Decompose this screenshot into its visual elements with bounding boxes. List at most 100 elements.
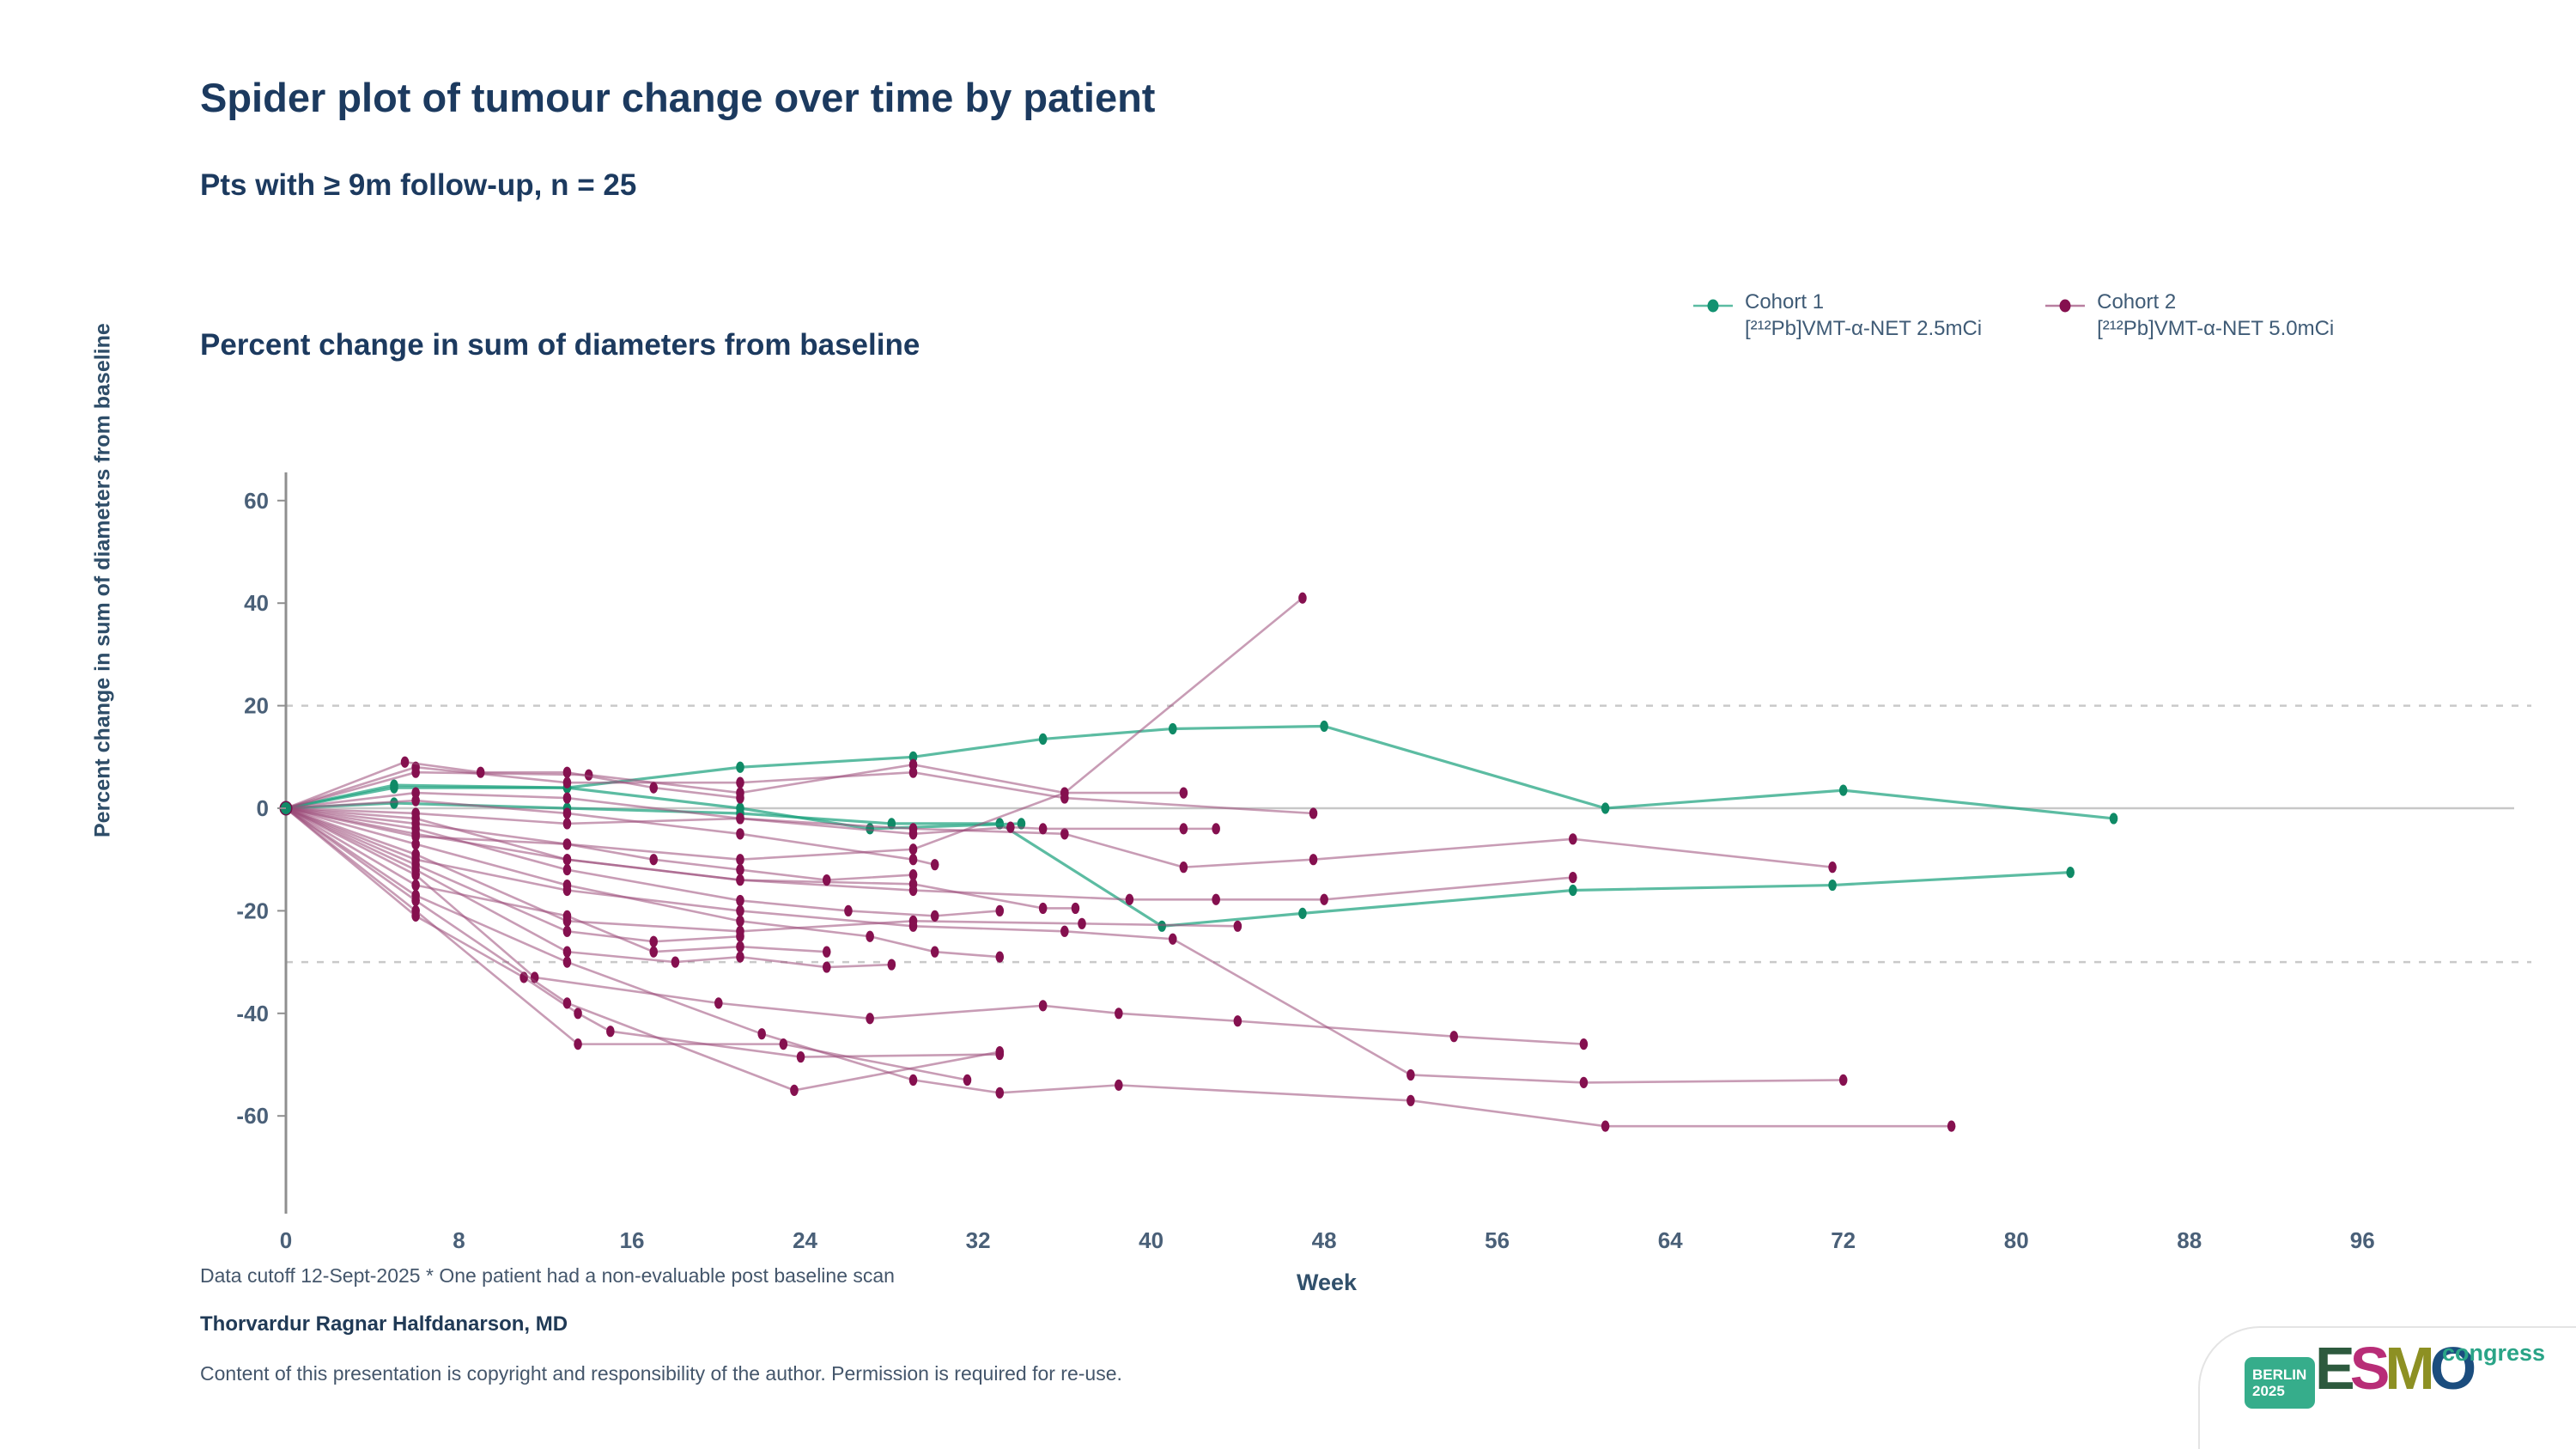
data-point-C2-P9: [574, 1008, 582, 1020]
data-point-C1-P2: [390, 797, 398, 809]
data-point-C2-P18: [908, 854, 918, 866]
data-point-C2-P8: [736, 904, 744, 916]
y-tick-label: -20: [236, 898, 269, 923]
data-point-C2-P5: [1569, 871, 1577, 884]
data-point-C2-P3: [1060, 792, 1069, 804]
tick-layer: 60 40 20 0 -20 -40 -60 0 8 16 24 32 40 48 56 64 72 80 88 96: [236, 488, 2374, 1253]
data-point-C2-P1: [1298, 592, 1307, 604]
data-point-C2-P3: [562, 776, 572, 788]
data-point-C2-P14: [908, 828, 918, 840]
data-point-C2-P17: [822, 961, 831, 973]
cohort-2-marker-icon: [2045, 299, 2086, 313]
data-point-C2-P21: [400, 756, 410, 768]
data-point-C2-P13: [562, 854, 572, 866]
series-layer: [279, 592, 2118, 1132]
cohort-2-name: Cohort 2: [2097, 290, 2177, 314]
data-point-C2-P14: [736, 813, 744, 825]
data-point-C2-P15: [844, 904, 853, 916]
chart-legend: Cohort 1 [²¹²Pb]VMT-α-NET 2.5mCi Cohort …: [1693, 289, 2334, 342]
data-point-C2-P13: [1071, 902, 1080, 915]
data-point-C1-P1: [1168, 722, 1177, 735]
data-point-C2-P5: [1212, 893, 1220, 905]
data-point-C2-P21: [476, 766, 485, 778]
data-point-C2-P19: [649, 946, 659, 958]
legend-item-cohort-2: Cohort 2 [²¹²Pb]VMT-α-NET 5.0mCi: [2045, 289, 2334, 342]
data-point-C2-P15: [930, 910, 939, 922]
data-point-C2-P1: [736, 854, 744, 866]
esmo-congress-logo: BERLIN 2025 ESMO congress: [2198, 1326, 2576, 1449]
data-point-C2-P20: [562, 838, 572, 850]
data-point-C2-P14: [1212, 823, 1220, 835]
x-tick-label: 72: [1831, 1227, 1856, 1253]
x-tick-label: 64: [1658, 1227, 1683, 1253]
data-point-C2-P7: [995, 1087, 1005, 1099]
data-point-C2-P16: [736, 915, 744, 927]
data-point-C2-P19: [562, 910, 572, 922]
x-tick-label: 16: [620, 1227, 645, 1253]
x-tick-label: 24: [793, 1227, 817, 1253]
patient-line-C2-P7: [285, 807, 1952, 1128]
logo-congress-text: congress: [2442, 1340, 2546, 1366]
data-point-C2-P1: [908, 843, 918, 855]
data-point-C1-P2: [2066, 867, 2075, 879]
data-point-C2-P17: [736, 951, 744, 963]
data-point-C2-P6: [1449, 1031, 1459, 1043]
legend-label-cohort-1: Cohort 1 [²¹²Pb]VMT-α-NET 2.5mCi: [1745, 289, 1982, 342]
data-point-C2-P8: [1060, 925, 1069, 937]
data-point-C2-P6: [1233, 1015, 1242, 1027]
data-point-C2-P22: [562, 925, 572, 937]
x-tick-label: 88: [2177, 1227, 2202, 1253]
data-point-C2-P6: [866, 1013, 874, 1025]
data-point-C2-P16: [866, 930, 874, 942]
y-tick-label: 0: [257, 795, 269, 821]
patient-line-C2-P1: [285, 597, 1303, 861]
logo-berlin-badge: BERLIN 2025: [2245, 1357, 2315, 1409]
x-tick-label: 80: [2004, 1227, 2029, 1253]
data-point-C2-P19: [411, 879, 420, 892]
patient-line-C2-P4: [285, 807, 1833, 868]
x-tick-label: 48: [1312, 1227, 1337, 1253]
data-point-C1-P1: [1320, 720, 1328, 733]
data-point-C2-P7: [1406, 1094, 1415, 1106]
data-point-C2-P4: [1309, 854, 1318, 866]
data-point-C2-P10: [779, 1038, 788, 1050]
data-point-C2-P13: [1038, 902, 1048, 915]
author-name: Thorvardur Ragnar Halfdanarson, MD: [200, 1312, 568, 1336]
data-point-C2-P2: [584, 769, 593, 781]
data-point-C2-P10: [963, 1074, 972, 1087]
slide-subtitle: Pts with ≥ 9m follow-up, n = 25: [200, 168, 637, 202]
data-point-C2-P18: [411, 795, 420, 807]
data-point-C2-P5: [1125, 893, 1134, 905]
patient-line-C2-P19: [285, 807, 827, 953]
data-point-C2-P20: [908, 869, 918, 881]
data-point-C2-P21: [562, 766, 572, 778]
data-point-C2-P10: [411, 904, 420, 916]
data-point-C2-P4: [1828, 861, 1837, 874]
data-point-C2-P2: [1179, 787, 1188, 799]
data-point-C2-P14: [562, 792, 572, 804]
logo-venue: BERLIN: [2252, 1367, 2307, 1383]
x-tick-label: 56: [1485, 1227, 1510, 1253]
logo-letter-O: O: [2429, 1335, 2477, 1402]
data-point-C1-P3: [1017, 818, 1026, 830]
data-point-C2-P10: [574, 1038, 582, 1050]
data-point-C2-P15: [562, 864, 572, 876]
data-point-C2-P21: [736, 792, 744, 804]
patient-line-C2-P8: [285, 807, 1844, 1084]
data-point-C2-P20: [411, 831, 420, 843]
data-point-C2-P13: [908, 878, 918, 890]
legend-label-cohort-2: Cohort 2 [²¹²Pb]VMT-α-NET 5.0mCi: [2097, 289, 2334, 342]
data-point-C2-P7: [908, 1074, 918, 1087]
data-point-C2-P6: [1115, 1008, 1123, 1020]
data-point-C2-P15: [736, 894, 744, 907]
y-tick-label: -60: [236, 1103, 269, 1129]
data-cutoff-footnote: Data cutoff 12-Sept-2025 * One patient h…: [200, 1264, 895, 1287]
data-point-C2-P16: [562, 879, 572, 892]
x-tick-label: 8: [453, 1227, 465, 1253]
data-point-C2-P4: [1060, 828, 1069, 840]
patient-line-C2-P17: [285, 807, 892, 969]
data-point-C1-P3: [390, 779, 398, 791]
data-point-C2-P7: [1601, 1120, 1610, 1132]
